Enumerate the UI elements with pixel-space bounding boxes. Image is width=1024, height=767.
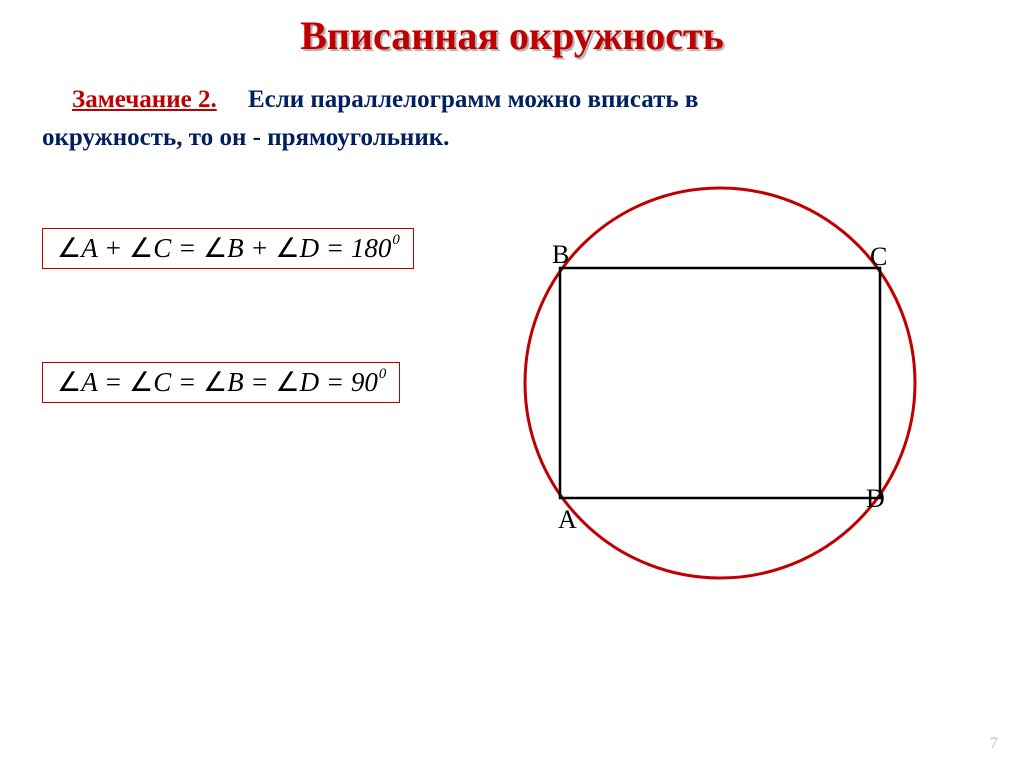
f2-eq2: = bbox=[244, 367, 276, 397]
f2-eq0: = bbox=[97, 367, 129, 397]
title-text: Вписанная окружность bbox=[300, 13, 724, 58]
page-number: 7 bbox=[990, 735, 998, 753]
formula-1: ∠A + ∠C = ∠B + ∠D = 1800 bbox=[42, 228, 414, 269]
angle-icon: ∠ bbox=[203, 367, 227, 397]
angle-icon: ∠ bbox=[203, 233, 227, 263]
f2-rhs: 90 bbox=[351, 367, 378, 397]
f1-p4: C bbox=[153, 233, 171, 263]
angle-icon: ∠ bbox=[57, 367, 81, 397]
slide-title: Вписанная окружность bbox=[0, 12, 1024, 59]
note-label: Замечание 2. bbox=[72, 86, 217, 113]
f2-D: D bbox=[300, 367, 320, 397]
degree-sup: 0 bbox=[392, 232, 399, 248]
note-line-1: Замечание 2. Если параллелограмм можно в… bbox=[72, 86, 974, 114]
f2-B: B bbox=[227, 367, 244, 397]
note-line-2: окружность, то он - прямоугольник. bbox=[42, 124, 974, 152]
f1-p1: A bbox=[81, 233, 97, 263]
inscribed-rectangle-diagram bbox=[485, 168, 955, 598]
note-body-l1: Если параллелограмм можно вписать в bbox=[248, 86, 698, 113]
formula-1-content: ∠A + ∠C = ∠B + ∠D = 1800 bbox=[57, 233, 399, 264]
f1-p7: B bbox=[227, 233, 244, 263]
f2-C: C bbox=[153, 367, 171, 397]
angle-icon: ∠ bbox=[275, 233, 299, 263]
angle-icon: ∠ bbox=[57, 233, 81, 263]
f2-eq1: = bbox=[171, 367, 203, 397]
f1-p10: D bbox=[300, 233, 320, 263]
f2-A: A bbox=[81, 367, 97, 397]
angle-icon: ∠ bbox=[275, 367, 299, 397]
vertex-label-B: B bbox=[552, 240, 569, 270]
f1-p5: = bbox=[171, 233, 203, 263]
vertex-label-C: C bbox=[870, 242, 887, 272]
formula-2-content: ∠A = ∠C = ∠B = ∠D = 900 bbox=[57, 367, 385, 398]
angle-icon: ∠ bbox=[129, 367, 153, 397]
diagram-svg bbox=[485, 168, 955, 598]
f1-p2: + bbox=[97, 233, 129, 263]
f1-p8: + bbox=[244, 233, 276, 263]
degree-sup: 0 bbox=[379, 366, 386, 382]
note-gap bbox=[223, 86, 242, 113]
f1-p11: = 180 bbox=[319, 233, 391, 263]
formula-2: ∠A = ∠C = ∠B = ∠D = 900 bbox=[42, 362, 400, 403]
vertex-label-D: D bbox=[866, 484, 885, 514]
vertex-label-A: A bbox=[558, 505, 577, 535]
note-body-l2: окружность, то он - прямоугольник. bbox=[42, 124, 449, 151]
angle-icon: ∠ bbox=[129, 233, 153, 263]
f2-eq3: = bbox=[319, 367, 351, 397]
